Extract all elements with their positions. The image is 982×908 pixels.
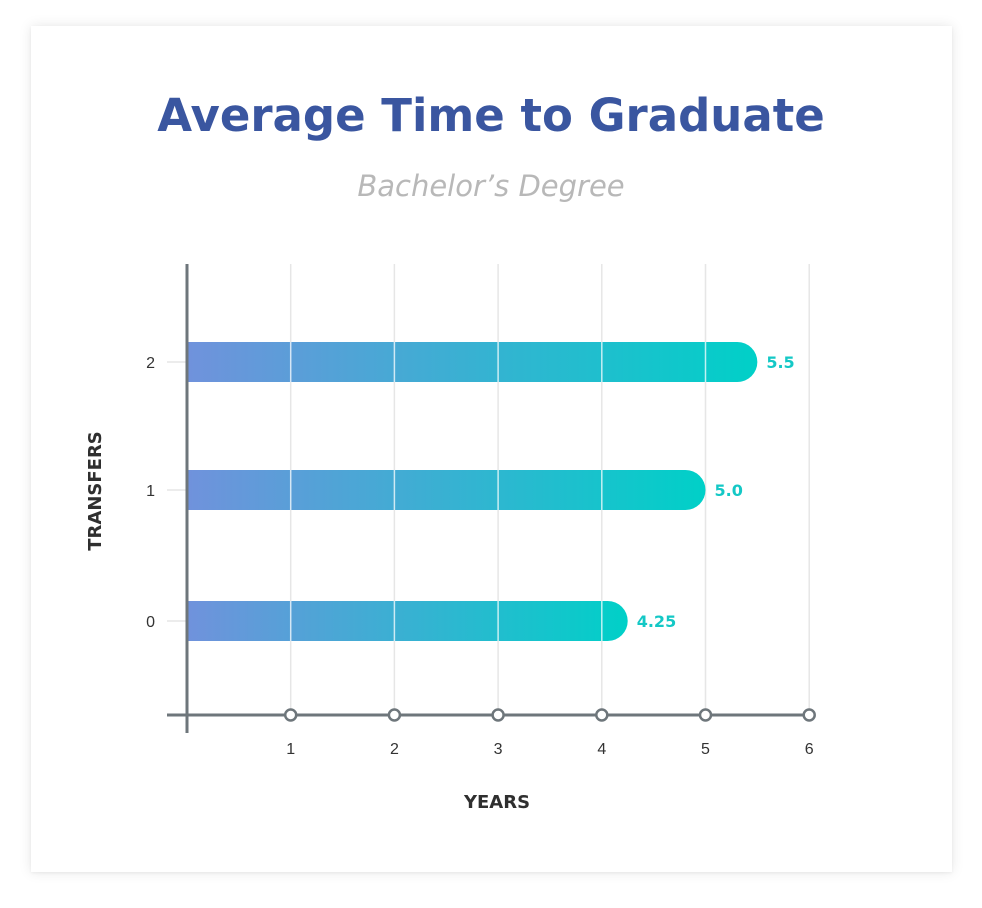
bar-gridline-overlay: [289, 342, 707, 641]
chart-title: Average Time to Graduate: [157, 89, 825, 142]
y-tick-label-1: 1: [146, 483, 155, 500]
bar-transfers-0: [187, 601, 628, 641]
x-tick-marker-3: [491, 708, 505, 722]
x-tick-marker-6: [802, 708, 816, 722]
bar-transfers-2: [187, 342, 758, 382]
y-tick-label-0: 0: [146, 614, 155, 631]
x-tick-label-3: 3: [494, 741, 503, 758]
x-axis-title: YEARS: [463, 792, 530, 813]
bars: [187, 342, 758, 641]
x-tick-marker-5: [698, 708, 713, 722]
x-tick-label-6: 6: [805, 741, 814, 758]
x-tick-label-1: 1: [286, 741, 295, 758]
bar-transfers-1: [187, 470, 706, 510]
x-tick-marker-2: [387, 708, 402, 722]
axes: [167, 264, 816, 733]
data-label-1: 5.0: [715, 481, 743, 500]
y-tick-label-2: 2: [146, 355, 155, 372]
x-tick-label-5: 5: [701, 741, 710, 758]
labels: 4.25 0 5.0 1 5.5 2 1 2 3 4 5 6 YEARS TRANSFERS: [85, 353, 814, 813]
y-axis-title: TRANSFERS: [85, 431, 106, 551]
x-tick-marker-1: [283, 708, 298, 722]
data-label-0: 4.25: [637, 612, 676, 631]
chart-card: [31, 26, 952, 872]
x-tick-marker-4: [595, 708, 609, 722]
data-label-2: 5.5: [766, 353, 794, 372]
x-tick-label-2: 2: [390, 741, 399, 758]
x-tick-label-4: 4: [597, 741, 606, 758]
chart-subtitle: Bachelor’s Degree: [357, 169, 625, 203]
